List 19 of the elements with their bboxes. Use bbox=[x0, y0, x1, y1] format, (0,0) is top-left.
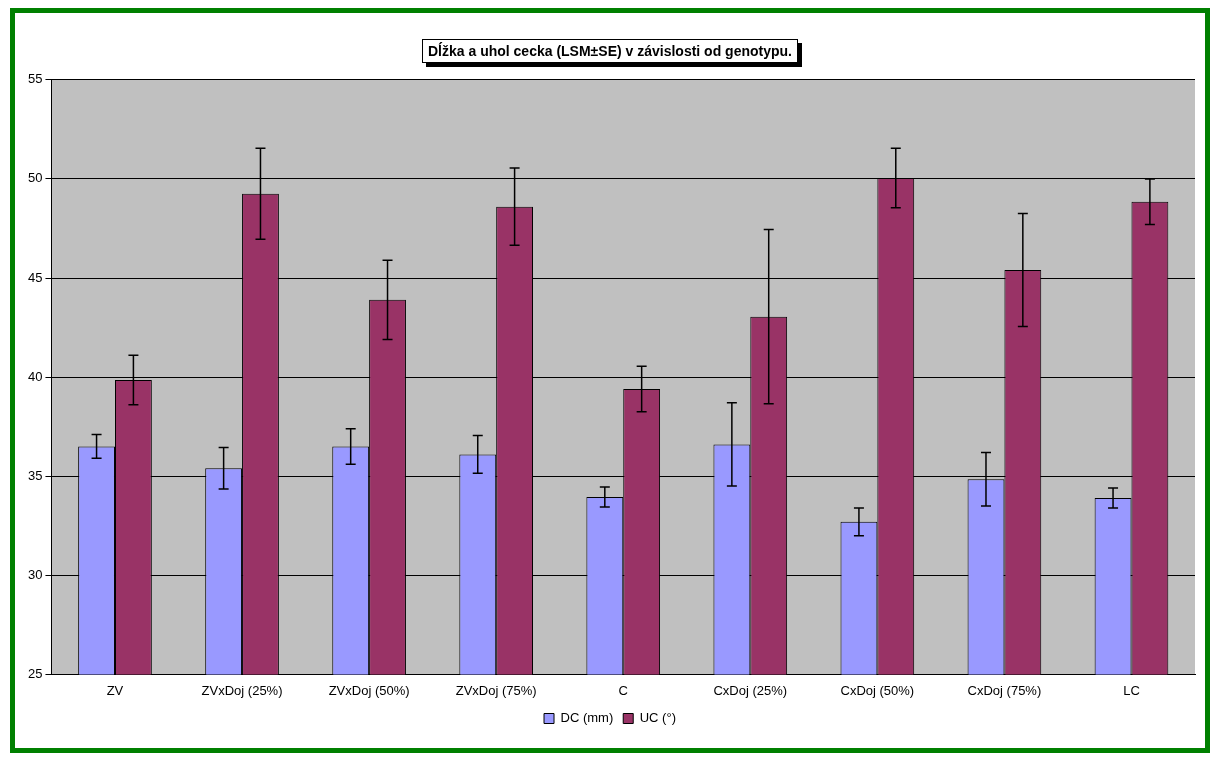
x-tick-label: ZVxDoj (50%) bbox=[328, 682, 410, 698]
y-tick-label: 30 bbox=[27, 566, 43, 582]
x-tick-label: CxDoj (50%) bbox=[840, 682, 915, 698]
y-tick-label: 55 bbox=[27, 71, 43, 87]
y-tick-label: 40 bbox=[27, 368, 43, 384]
legend-label: DC (mm) bbox=[560, 710, 614, 726]
x-tick-label: ZV bbox=[106, 682, 124, 698]
x-tick-label: ZVxDoj (25%) bbox=[201, 682, 283, 698]
legend-label: UC (°) bbox=[639, 710, 676, 726]
x-tick-label: LC bbox=[1123, 682, 1140, 698]
y-tick-label: 45 bbox=[27, 269, 43, 285]
x-tick-label: CxDoj (75%) bbox=[967, 682, 1042, 698]
x-tick-label: ZVxDoj (75%) bbox=[455, 682, 537, 698]
y-tick-label: 35 bbox=[27, 467, 43, 483]
x-tick-label: C bbox=[618, 682, 628, 698]
x-tick-label: CxDoj (25%) bbox=[713, 682, 788, 698]
y-tick-label: 25 bbox=[27, 665, 43, 681]
chart-title: Dĺžka a uhol cecka (LSM±SE) v závislosti od genotypu. bbox=[422, 39, 798, 63]
y-tick-label: 50 bbox=[27, 170, 43, 186]
